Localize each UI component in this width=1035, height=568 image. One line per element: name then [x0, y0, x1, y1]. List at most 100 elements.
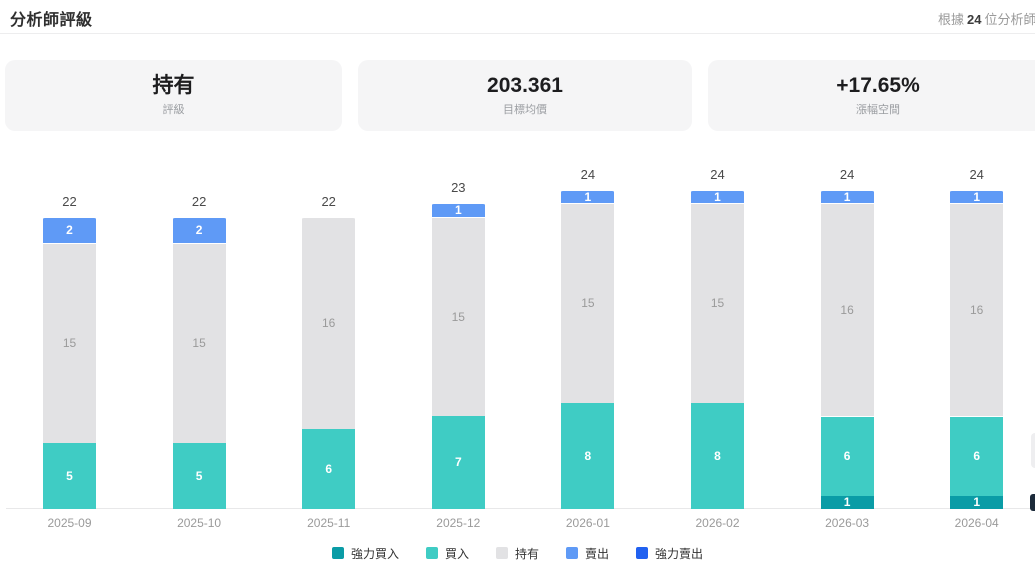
bar-segment-value: 7 — [454, 455, 462, 470]
bar-segment[interactable]: 2 — [43, 216, 96, 244]
bar-segment[interactable]: 1 — [950, 495, 1004, 510]
rating-label: 評級 — [162, 104, 185, 117]
bar-total-label: 24 — [580, 167, 596, 182]
upside-card: +17.65% 漲幅空間 — [708, 60, 1035, 131]
x-axis-label: 2026-01 — [565, 516, 610, 530]
bar-segment[interactable]: 5 — [43, 442, 96, 509]
bar-segment-value: 1 — [714, 190, 721, 205]
legend-swatch — [495, 547, 508, 559]
bar-segment[interactable]: 1 — [691, 190, 744, 205]
legend-item: 持有 — [495, 545, 539, 562]
bar-chart: 5 15 2 22 2025-09 5 15 2 22 2025-10 6 16 22 2025-11 7 1… — [0, 150, 1035, 530]
legend-swatch — [566, 547, 578, 559]
bar-segment-value: 8 — [584, 448, 592, 463]
page-title: 分析師評級 — [10, 12, 93, 29]
bar-segment[interactable]: 6 — [820, 415, 874, 496]
x-axis-label: 2026-04 — [954, 516, 999, 530]
bar-segment-value: 1 — [843, 495, 851, 510]
bar-segment-value: 1 — [454, 203, 462, 218]
bar-segment-value: 16 — [840, 303, 854, 318]
legend-item: 賣出 — [566, 545, 609, 562]
analyst-count-prefix: 根據 — [938, 12, 965, 27]
bar-segment-value: 1 — [584, 190, 592, 205]
legend-item: 買入 — [425, 545, 469, 562]
bar-segment[interactable]: 2 — [172, 216, 226, 244]
clipped-edge-fragment — [1030, 494, 1035, 511]
bar-segment[interactable]: 1 — [820, 495, 874, 510]
target-price-value: 203.361 — [487, 73, 563, 97]
bar-total-label: 24 — [710, 167, 725, 182]
analyst-count-note: 根據 24 位分析師 — [938, 9, 1035, 28]
bar-segment-value: 2 — [195, 223, 203, 238]
bar-segment-value: 6 — [843, 449, 851, 464]
bar-total-label: 22 — [321, 193, 336, 209]
bar-segment-value: 5 — [195, 468, 203, 483]
legend-label: 強力賣出 — [655, 546, 704, 561]
x-axis-label: 2025-12 — [436, 516, 481, 530]
legend-swatch — [425, 547, 438, 559]
bar-segment-value: 15 — [581, 296, 595, 311]
upside-value: +17.65% — [836, 73, 920, 97]
bar-segment-value: 15 — [62, 336, 77, 351]
rating-card: 持有 評級 — [5, 60, 342, 131]
bar-segment[interactable]: 1 — [431, 203, 485, 218]
bar-segment-value: 5 — [66, 468, 73, 483]
bar-segment[interactable]: 1 — [950, 190, 1004, 205]
bar-segment[interactable]: 6 — [302, 429, 356, 509]
bar-segment[interactable]: 8 — [561, 402, 615, 509]
bar-segment-value: 1 — [843, 190, 851, 205]
x-axis-label: 2025-09 — [47, 516, 92, 530]
bar-total-label: 24 — [969, 167, 984, 182]
bar-segment[interactable]: 7 — [431, 415, 485, 509]
bar-segment-value: 6 — [973, 449, 981, 464]
bar-total-label: 24 — [839, 167, 855, 182]
bar-segment-value: 16 — [322, 316, 336, 331]
bar-segment[interactable]: 6 — [950, 415, 1004, 496]
clipped-edge-fragment — [1031, 433, 1035, 468]
legend-item: 強力賣出 — [636, 545, 703, 562]
bar-segment-value: 8 — [714, 448, 721, 463]
bar-segment[interactable]: 1 — [561, 190, 615, 205]
bar-segment-value: 15 — [192, 336, 206, 351]
bar-segment[interactable]: 8 — [691, 402, 744, 509]
bar-segment-value: 1 — [973, 190, 981, 205]
header-divider — [0, 33, 1035, 34]
legend-swatch — [331, 547, 344, 559]
bar-segment-value: 1 — [973, 495, 981, 510]
bar-total-label: 23 — [451, 180, 466, 196]
bar-segment[interactable]: 5 — [172, 442, 226, 509]
bar-total-label: 22 — [191, 193, 207, 209]
bar-segment[interactable]: 15 — [431, 216, 485, 416]
bar-segment-value: 16 — [970, 303, 984, 318]
bar-segment[interactable]: 15 — [691, 203, 744, 403]
upside-label: 漲幅空間 — [856, 104, 900, 117]
legend-swatch — [636, 547, 649, 559]
x-axis-label: 2026-02 — [695, 516, 740, 530]
bar-segment[interactable]: 16 — [820, 203, 874, 416]
bar-segment[interactable]: 16 — [950, 203, 1004, 416]
legend-label: 強力買入 — [350, 546, 399, 561]
legend-label: 買入 — [444, 546, 469, 561]
analyst-count-value: 24 — [967, 12, 982, 27]
bar-segment-value: 6 — [325, 462, 333, 477]
legend-label: 持有 — [514, 546, 539, 561]
bar-total-label: 22 — [62, 193, 77, 209]
legend-label: 賣出 — [585, 546, 610, 561]
chart-legend: 強力買入 買入 持有 賣出 強力賣出 — [0, 545, 1035, 561]
bar-segment[interactable]: 15 — [561, 203, 615, 403]
bar-segment-value: 15 — [451, 309, 465, 324]
legend-item: 強力買入 — [331, 545, 399, 562]
bar-segment-value: 15 — [710, 296, 725, 311]
bar-segment[interactable]: 15 — [43, 243, 96, 443]
x-axis-line — [6, 508, 1035, 509]
analyst-count-suffix: 位分析師 — [984, 12, 1035, 27]
rating-value: 持有 — [152, 73, 195, 97]
bar-segment[interactable]: 15 — [172, 243, 226, 443]
bar-segment[interactable]: 16 — [302, 216, 356, 430]
target-price-card: 203.361 目標均價 — [358, 60, 692, 131]
x-axis-label: 2025-11 — [307, 516, 351, 530]
x-axis-label: 2025-10 — [177, 516, 222, 530]
bar-segment-value: 2 — [66, 223, 73, 238]
target-price-label: 目標均價 — [503, 104, 547, 117]
bar-segment[interactable]: 1 — [820, 190, 874, 205]
